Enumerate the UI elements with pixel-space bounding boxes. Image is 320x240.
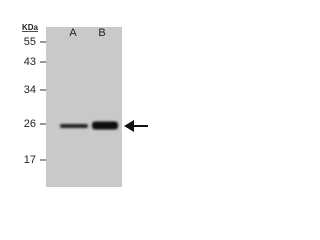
band (60, 124, 88, 128)
marker-label: 26 (24, 118, 36, 130)
lane-label: A (69, 27, 77, 39)
marker-label: 43 (24, 56, 36, 68)
page: html, body { margin: 0; padding: 0; back… (0, 0, 150, 196)
marker-label: 34 (24, 84, 36, 96)
marker-label: 17 (24, 154, 36, 166)
blot-figure: KDa 55 43 34 26 17 A B (22, 23, 148, 187)
arrow (124, 120, 148, 132)
unit-label: KDa (22, 23, 39, 32)
gel (46, 27, 122, 187)
marker-label: 55 (24, 36, 36, 48)
body: {"unit_label": "KDa", "markers": [55, 43… (0, 0, 150, 196)
band (92, 121, 118, 130)
lane-label: B (98, 27, 105, 39)
